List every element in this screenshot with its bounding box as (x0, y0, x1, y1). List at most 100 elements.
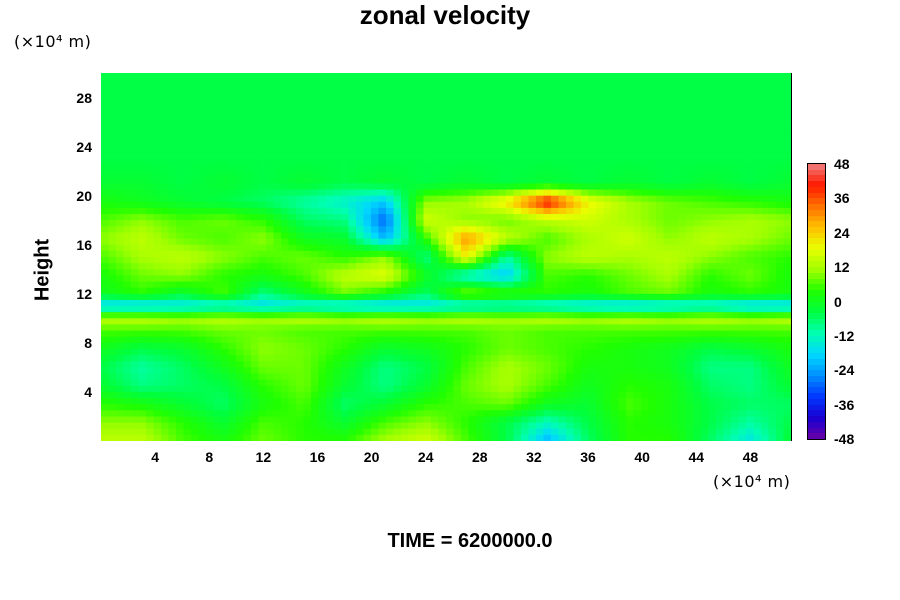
field-cell (551, 398, 560, 405)
field-cell (618, 73, 627, 80)
field-cell (356, 257, 365, 264)
field-cell (656, 183, 665, 191)
field-cell (386, 367, 395, 375)
field-cell (273, 385, 282, 393)
field-cell (723, 391, 732, 399)
field-cell (183, 214, 192, 221)
field-cell (348, 91, 357, 99)
field-cell (311, 73, 320, 80)
field-cell (273, 398, 282, 405)
field-cell (566, 312, 575, 319)
field-cell (363, 367, 372, 375)
field-cell (371, 220, 380, 227)
field-cell (783, 73, 791, 80)
field-cell (431, 379, 440, 387)
field-cell (123, 103, 132, 111)
field-cell (468, 336, 477, 344)
field-cell (581, 250, 590, 258)
field-cell (423, 342, 432, 350)
field-cell (731, 189, 740, 197)
field-cell (543, 73, 552, 80)
field-cell (453, 207, 462, 215)
field-cell (581, 275, 590, 283)
field-cell (656, 207, 665, 215)
field-cell (333, 165, 342, 172)
field-cell (461, 152, 470, 160)
field-cell (761, 97, 770, 105)
field-cell (198, 269, 207, 276)
field-cell (468, 330, 477, 338)
field-cell (258, 336, 267, 344)
field-cell (536, 373, 545, 381)
field-cell (423, 201, 432, 209)
field-cell (333, 373, 342, 381)
field-cell (768, 214, 777, 221)
field-cell (198, 177, 207, 184)
field-cell (678, 281, 687, 289)
field-cell (243, 91, 252, 99)
field-cell (168, 238, 177, 246)
field-cell (648, 91, 657, 99)
field-cell (236, 244, 245, 252)
field-cell (738, 122, 747, 129)
field-cell (438, 195, 447, 203)
field-cell (521, 232, 530, 240)
field-cell (183, 367, 192, 375)
field-cell (116, 367, 125, 375)
field-cell (596, 324, 605, 332)
field-cell (206, 177, 215, 184)
field-cell (393, 97, 402, 105)
field-cell (326, 226, 335, 234)
field-cell (408, 324, 417, 332)
field-cell (288, 183, 297, 191)
field-cell (513, 207, 522, 215)
field-cell (686, 324, 695, 332)
field-cell (506, 355, 515, 362)
field-cell (663, 146, 672, 154)
field-cell (581, 379, 590, 387)
field-cell (663, 85, 672, 92)
field-cell (566, 152, 575, 160)
field-cell (498, 349, 507, 356)
field-cell (318, 214, 327, 221)
field-cell (693, 324, 702, 332)
field-cell (408, 232, 417, 240)
field-cell (701, 207, 710, 215)
field-cell (521, 349, 530, 356)
field-cell (146, 189, 155, 197)
field-cell (198, 244, 207, 252)
field-cell (273, 189, 282, 197)
field-cell (401, 385, 410, 393)
field-cell (656, 158, 665, 166)
field-cell (378, 220, 387, 227)
field-cell (258, 214, 267, 221)
field-cell (626, 79, 635, 86)
field-cell (596, 220, 605, 227)
field-cell (273, 299, 282, 307)
field-cell (513, 367, 522, 375)
field-cell (453, 238, 462, 246)
field-cell (671, 207, 680, 215)
field-cell (783, 195, 791, 203)
field-cell (753, 385, 762, 393)
field-cell (183, 189, 192, 197)
field-cell (483, 103, 492, 111)
field-cell (168, 91, 177, 99)
field-cell (573, 232, 582, 240)
field-cell (146, 115, 155, 123)
field-cell (326, 165, 335, 172)
field-cell (326, 349, 335, 356)
field-cell (401, 361, 410, 368)
field-cell (288, 299, 297, 307)
field-cell (438, 250, 447, 258)
field-cell (333, 109, 342, 117)
field-cell (708, 195, 717, 203)
field-cell (753, 201, 762, 209)
field-cell (101, 220, 110, 227)
field-cell (753, 177, 762, 184)
field-cell (348, 177, 357, 184)
field-cell (371, 257, 380, 264)
field-cell (528, 367, 537, 375)
field-cell (461, 238, 470, 246)
field-cell (423, 232, 432, 240)
